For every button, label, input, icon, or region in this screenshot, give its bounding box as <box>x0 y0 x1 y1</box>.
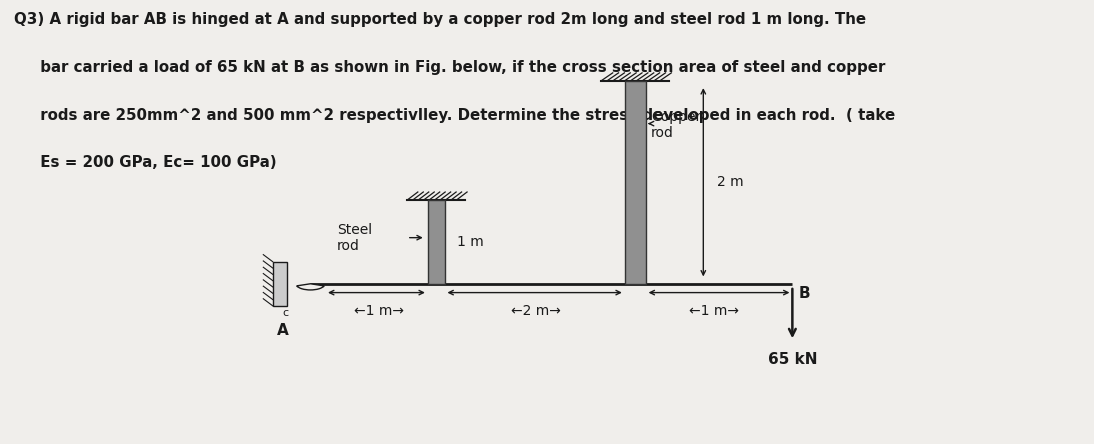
Text: rods are 250mm^2 and 500 mm^2 respectivlley. Determine the stress developed in e: rods are 250mm^2 and 500 mm^2 respectivl… <box>14 108 895 123</box>
Wedge shape <box>296 284 324 290</box>
Text: ←2 m→: ←2 m→ <box>511 304 560 317</box>
Text: Copper
rod: Copper rod <box>651 110 701 140</box>
Text: B: B <box>799 286 811 301</box>
Text: ←1 m→: ←1 m→ <box>353 304 404 317</box>
Text: Es = 200 GPa, Ec= 100 GPa): Es = 200 GPa, Ec= 100 GPa) <box>14 155 277 170</box>
Text: Q3) A rigid bar AB is hinged at A and supported by a copper rod 2m long and stee: Q3) A rigid bar AB is hinged at A and su… <box>14 12 866 28</box>
Text: 2 m: 2 m <box>717 175 744 189</box>
Bar <box>428 200 444 284</box>
Text: bar carried a load of 65 kN at B as shown in Fig. below, if the cross section ar: bar carried a load of 65 kN at B as show… <box>14 60 885 75</box>
Text: ←1 m→: ←1 m→ <box>689 304 738 317</box>
Text: c: c <box>282 308 289 318</box>
Text: A: A <box>278 324 289 338</box>
Text: Steel
rod: Steel rod <box>337 222 372 253</box>
Text: 65 kN: 65 kN <box>768 352 817 367</box>
Bar <box>625 81 645 284</box>
Bar <box>272 262 288 306</box>
Text: 1 m: 1 m <box>457 235 484 249</box>
